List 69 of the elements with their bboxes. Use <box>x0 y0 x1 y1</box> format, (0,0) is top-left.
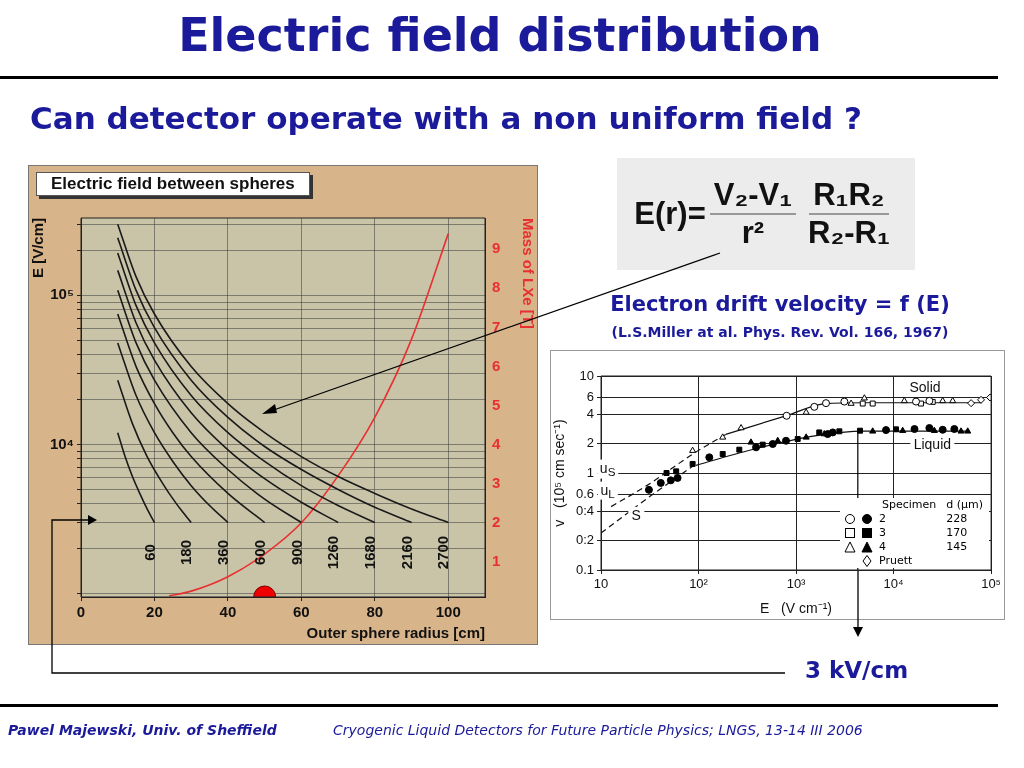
annotation: 145 <box>945 540 969 554</box>
chart-subtitle: (L.S.Miller at al. Phys. Rev. Vol. 166, 1967) <box>610 324 950 340</box>
y-tick-label: 0:4 <box>575 503 594 519</box>
y2-tick-label: 7 <box>492 317 501 335</box>
x-tick-label: 10⁴ <box>883 576 904 592</box>
text: 2700 <box>434 535 452 570</box>
x-axis-title: E (V cm⁻¹) <box>760 600 832 617</box>
x-tick-label: 40 <box>219 603 237 621</box>
annotation: S <box>628 506 644 523</box>
x-tick-label: 60 <box>293 603 310 621</box>
legend-label: Pruett <box>878 554 914 568</box>
y-tick-label: 0.1 <box>575 561 594 577</box>
y-tick-label: 1 <box>586 464 594 480</box>
y-axis-title: E [V/cm] <box>29 218 47 279</box>
y2-axis-title: Mass of LXe [T] <box>519 218 537 329</box>
annotation: 170 <box>945 526 969 540</box>
y-tick-label: 2 <box>586 435 594 451</box>
y2-tick-label: 6 <box>492 356 501 374</box>
text: r² <box>740 215 766 251</box>
text: 1260 <box>324 535 342 570</box>
chart-title: Electric field between spheres <box>36 172 310 196</box>
annotation: 228 <box>945 512 969 526</box>
text: Pawel Majewski, Univ. of Sheffield <box>8 722 277 738</box>
text: Electric field distribution <box>177 8 823 62</box>
x-tick-label: 10⁵ <box>981 576 1002 592</box>
y-tick-label: 4 <box>586 406 594 422</box>
x-tick-label: 0 <box>76 603 86 621</box>
text: 900 <box>287 539 305 566</box>
x-tick-label: 10³ <box>786 576 807 592</box>
legend-label: 4 <box>878 540 887 554</box>
y2-tick-label: 8 <box>492 278 501 296</box>
annotation: Liquid <box>910 435 955 452</box>
text: R₁R₂ <box>809 177 889 215</box>
y2-tick-label: 1 <box>492 551 501 569</box>
y-axis-title: v (10⁵ cm sec⁻¹) <box>551 419 568 527</box>
text: E(r)= <box>634 196 706 232</box>
annotation: u$_{S}$ <box>596 459 619 479</box>
text: 600 <box>250 539 268 566</box>
annotation: d (μm) <box>945 498 985 512</box>
x-tick-label: 100 <box>435 603 461 621</box>
text: 180 <box>177 539 195 566</box>
y-tick-label: 0.6 <box>575 486 594 502</box>
text: 1680 <box>360 535 378 570</box>
chart-title: Electron drift velocity = f (E) <box>609 292 951 316</box>
annotation: u$_{L}$ <box>597 481 618 500</box>
x-axis-title: Outer sphere radius [cm] <box>306 624 485 642</box>
y-tick-label: 6 <box>586 389 594 405</box>
text: 2160 <box>397 535 415 570</box>
text: V₂-V₁ <box>709 177 797 215</box>
y2-tick-label: 3 <box>492 473 501 491</box>
text: 3 kV/cm <box>805 657 909 683</box>
annotation: Solid <box>906 379 944 395</box>
y-tick-label: 10 <box>579 367 594 383</box>
text: 60 <box>140 544 158 561</box>
x-tick-label: 80 <box>366 603 384 621</box>
x-tick-label: 20 <box>146 603 163 621</box>
y-tick-label: 0:2 <box>575 532 594 548</box>
y2-tick-label: 4 <box>492 434 501 452</box>
legend-label: 2 <box>878 512 887 526</box>
y2-tick-label: 9 <box>492 239 501 257</box>
legend-title: Specimen <box>881 498 938 512</box>
x-tick-label: 10² <box>689 576 709 592</box>
legend-label: 3 <box>878 526 887 540</box>
y2-tick-label: 5 <box>492 395 501 413</box>
text: Can detector operate with a non uniform field ? <box>30 100 862 136</box>
text: R₂-R₁ <box>807 215 891 251</box>
y2-tick-label: 2 <box>492 512 501 530</box>
text: 360 <box>214 539 232 566</box>
text: Cryogenic Liquid Detectors for Future Particle Physics; LNGS, 13-14 III 2006 <box>333 722 863 738</box>
